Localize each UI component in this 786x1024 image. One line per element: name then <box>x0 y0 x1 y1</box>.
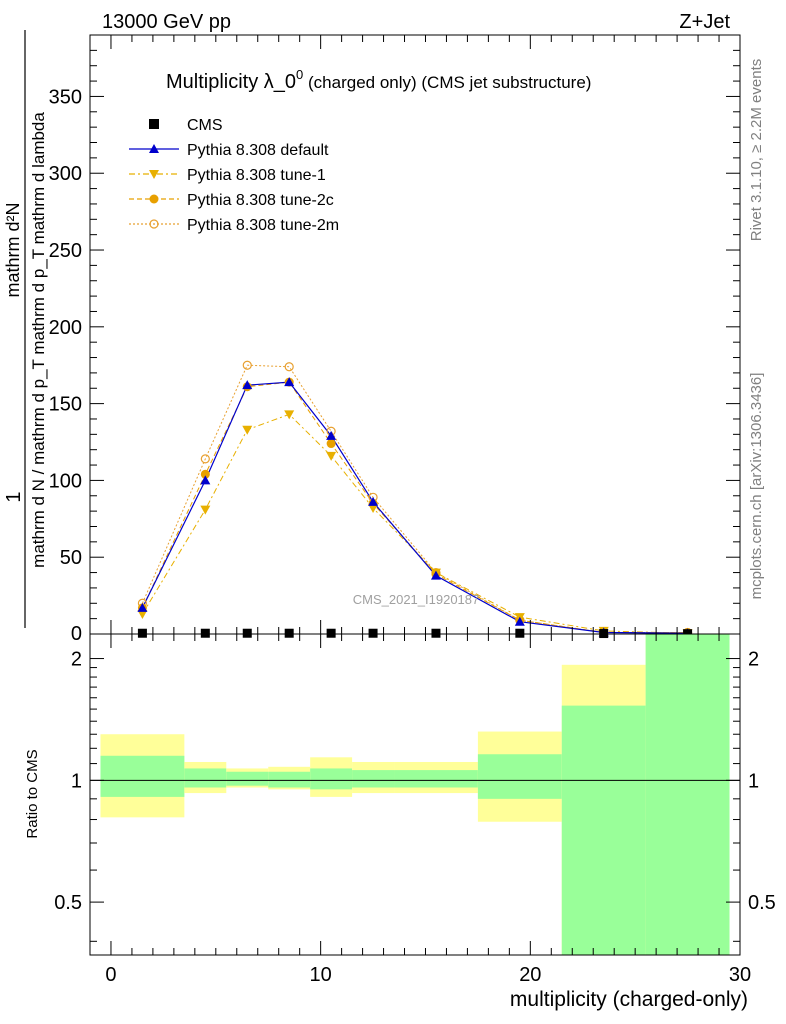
chart-title-rest: (charged only) (CMS jet substructure) <box>303 73 591 92</box>
series-3-point <box>200 469 210 479</box>
chart-title-sup: 0 <box>296 67 303 82</box>
series-0-point <box>515 628 525 638</box>
ratio-stat-band <box>226 771 269 786</box>
series-4-point <box>242 360 252 370</box>
ratio-x-axis: 0 10 20 30 <box>89 634 751 986</box>
main-x-axis <box>89 35 741 634</box>
series-0-point <box>137 628 147 638</box>
main-y-axis: 50 100 150 200 250 300 350 0 <box>49 49 740 645</box>
main-y-tick-label: 350 <box>49 86 82 108</box>
header-left: 13000 GeV pp <box>102 11 231 33</box>
series-2-point <box>368 504 379 514</box>
ratio-stat-band <box>184 768 227 788</box>
series-1-point <box>368 496 379 506</box>
legend-entry-label: CMS <box>187 117 223 134</box>
legend-marker-0 <box>149 119 159 129</box>
series-4-point <box>200 454 210 464</box>
main-panel: 50 100 150 200 250 300 350 0 Multiplicity λ_00 … <box>3 30 741 645</box>
ratio-stat-band <box>477 754 562 799</box>
ratio-y-tick-label: 2 <box>71 649 82 671</box>
mcplots-label: mcplots.cern.ch [arXiv:1306.3436] <box>748 373 765 600</box>
chart-title: Multiplicity λ_00 (charged only) (CMS je… <box>166 67 591 93</box>
legend-entry-label: Pythia 8.308 tune-1 <box>187 167 326 184</box>
ratio-stat-band <box>310 768 353 790</box>
main-y-tick-label: 150 <box>49 394 82 416</box>
main-y-tick-label: 200 <box>49 317 82 339</box>
ratio-stat-band <box>352 770 395 788</box>
ratio-y-tick-label-right: 1 <box>748 770 759 792</box>
legend-entry-label: Pythia 8.308 tune-2c <box>187 192 334 209</box>
ratio-stat-band <box>100 755 185 797</box>
ylabel-lead: 1 <box>3 491 25 502</box>
ratio-y-axis: 0.5 0.5 1 1 2 2 <box>54 649 776 942</box>
ratio-uncertainty-bands <box>100 634 730 955</box>
legend-entry-label: Pythia 8.308 tune-2m <box>187 217 339 234</box>
ratio-y-tick-label-right: 0.5 <box>748 892 776 914</box>
series-3-point <box>326 439 336 449</box>
main-y-tick-label: 50 <box>60 547 82 569</box>
x-tick-label: 20 <box>519 964 541 986</box>
series-1-point <box>137 602 148 612</box>
ratio-y-axis-label: Ratio to CMS <box>24 749 41 838</box>
series-0-point <box>431 628 441 638</box>
series-3-line <box>141 381 688 633</box>
series-1-point <box>326 430 337 440</box>
x-tick-label: 30 <box>729 964 751 986</box>
series-lines <box>141 364 688 634</box>
ratio-y-tick-label-right: 2 <box>748 649 759 671</box>
series-2-point <box>326 451 337 461</box>
series-4-line <box>141 364 688 633</box>
ratio-frame <box>89 633 741 956</box>
analysis-watermark: CMS_2021_I1920187 <box>353 592 480 607</box>
series-0-point <box>284 628 294 638</box>
main-y-axis-label: 1 mathrm d²N mathrm d N / mathrm d p_T m… <box>3 30 48 628</box>
x-tick-label: 0 <box>105 964 116 986</box>
series-2-point <box>242 425 253 435</box>
ratio-stat-band <box>645 634 730 955</box>
legend-marker-2 <box>149 170 159 179</box>
chart-title-main: Multiplicity λ_0 <box>166 71 296 93</box>
legend-marker-4 <box>149 219 159 229</box>
ratio-panel: 0.5 0.5 1 1 2 2 0 10 20 30 Ratio to CMS multipli… <box>24 633 776 1011</box>
main-y-tick-label: 300 <box>49 163 82 185</box>
ylabel-top: mathrm d²N <box>3 202 23 297</box>
legend: CMS Pythia 8.308 default Pythia 8.308 tune… <box>129 117 339 234</box>
series-4-point <box>284 362 294 372</box>
ylabel-bottom: mathrm d N / mathrm d p_T mathrm d p_T m… <box>29 112 48 568</box>
series-1-line <box>141 381 688 634</box>
main-y-tick-label: 250 <box>49 240 82 262</box>
legend-entry-label: Pythia 8.308 default <box>187 142 329 159</box>
series-1-point <box>242 380 253 390</box>
rivet-label: Rivet 3.1.10, ≥ 2.2M events <box>748 59 765 242</box>
series-1-point <box>514 616 525 626</box>
main-y-tick-label: 100 <box>49 470 82 492</box>
legend-marker-1 <box>149 144 159 153</box>
x-axis-label: multiplicity (charged-only) <box>510 988 748 1011</box>
series-1-point <box>430 570 441 580</box>
series-0-point <box>368 628 378 638</box>
series-1-point <box>284 377 295 387</box>
ratio-stat-band <box>561 705 646 955</box>
header-right: Z+Jet <box>679 11 730 33</box>
legend-marker-3 <box>149 194 159 204</box>
ratio-stat-band <box>394 770 478 788</box>
series-1-point <box>200 475 211 485</box>
ratio-y-tick-label: 0.5 <box>54 892 82 914</box>
series-2-point <box>137 610 148 620</box>
main-y-tick-label-zero: 0 <box>71 623 82 645</box>
series-0-point <box>326 628 336 638</box>
series-2-point <box>200 505 211 515</box>
ratio-y-tick-label: 1 <box>71 770 82 792</box>
x-tick-label: 10 <box>310 964 332 986</box>
series-2-point <box>284 410 295 420</box>
ratio-stat-band <box>268 771 311 788</box>
series-0-point <box>242 628 252 638</box>
series-0-point <box>200 628 210 638</box>
